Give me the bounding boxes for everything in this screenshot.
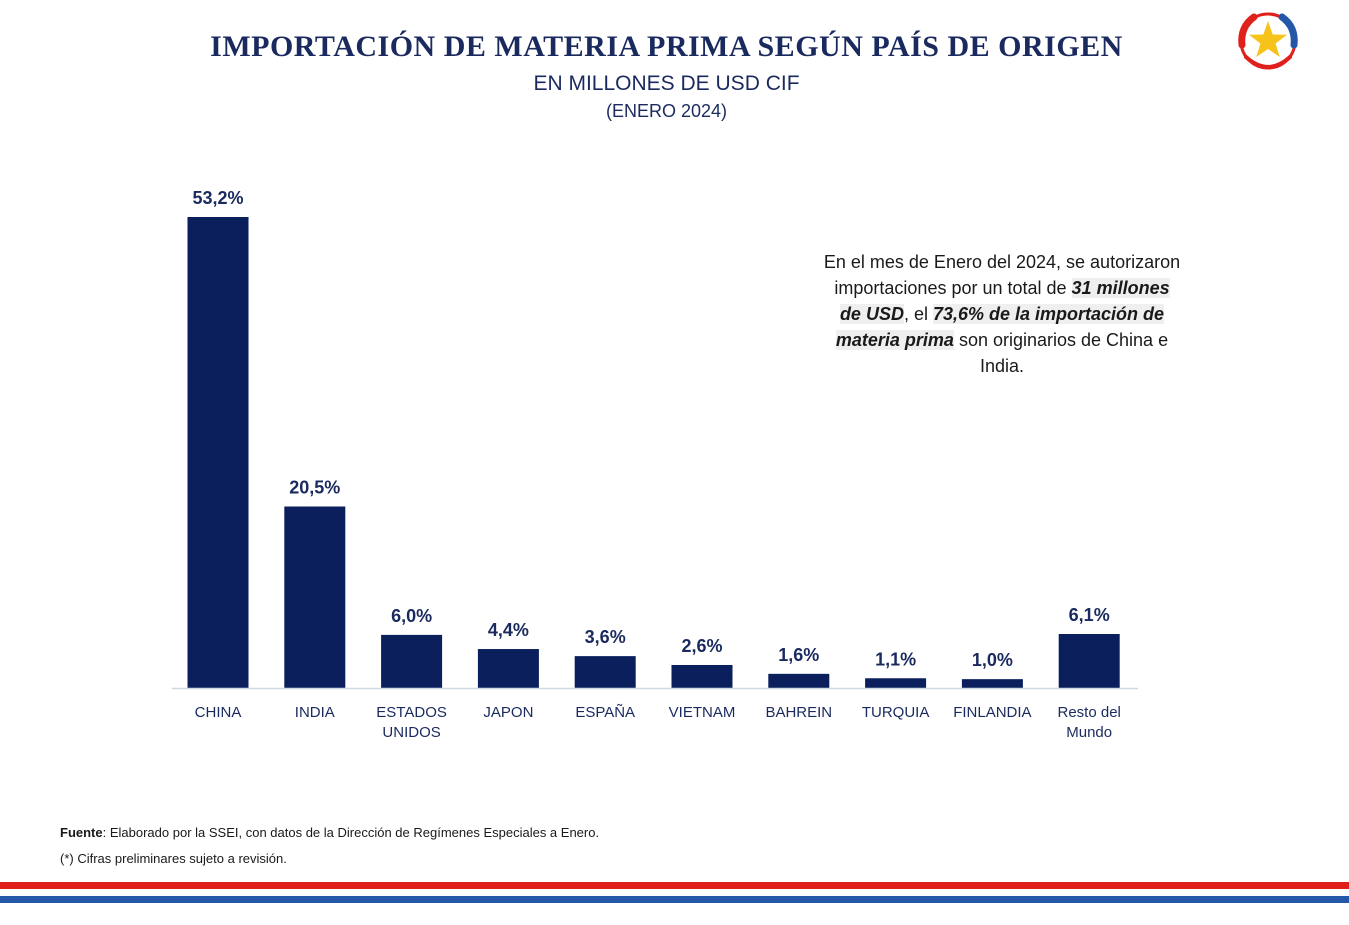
bar-vietnam [671, 664, 733, 688]
category-label: INDIA [295, 704, 335, 721]
bar-bahrein [768, 673, 830, 688]
category-label: CHINA [195, 704, 242, 721]
annotation-text-1: En el mes de Enero del 2024, se autoriza… [823, 252, 1181, 298]
category-label: VIETNAM [669, 704, 736, 721]
bar-resto-del-mundo [1058, 633, 1120, 688]
national-emblem-icon [1238, 12, 1298, 70]
value-label: 1,6% [778, 645, 819, 665]
source-label: Fuente [60, 825, 103, 840]
bars-group [187, 217, 1120, 688]
source-text: : Elaborado por la SSEI, con datos de la… [102, 825, 600, 840]
chart-subtitle: EN MILLONES DE USD CIF [533, 72, 800, 95]
value-label: 1,0% [972, 650, 1013, 670]
value-label: 2,6% [681, 636, 722, 656]
category-label: ESTADOS [376, 704, 447, 721]
bar-china [187, 217, 249, 688]
category-label: TURQUIA [862, 704, 930, 721]
category-label: ESPAÑA [575, 704, 635, 721]
bar-chart: 53,2% 20,5% 6,0% 4,4% 3,6% 2,6% 1,6% 1,1% 1,0% 6,… [172, 188, 1138, 741]
value-label: 3,6% [585, 627, 626, 647]
value-label: 20,5% [289, 478, 340, 498]
category-label: BAHREIN [765, 704, 832, 721]
bar-japon [477, 649, 539, 688]
bar-finlandia [961, 679, 1023, 688]
category-label: FINLANDIA [953, 704, 1031, 721]
summary-annotation: En el mes de Enero del 2024, se autoriza… [822, 249, 1182, 379]
annotation-text-3: son originarios de China e India. [953, 330, 1169, 376]
bar-turquia [865, 678, 927, 688]
category-label: JAPON [483, 704, 533, 721]
value-labels-group: 53,2% 20,5% 6,0% 4,4% 3,6% 2,6% 1,6% 1,1% 1,0% 6,… [192, 188, 1109, 670]
category-labels-group: CHINA INDIA ESTADOS UNIDOS JAPON ESPAÑA VIETNA… [195, 704, 1121, 741]
annotation-text-2: , el [903, 304, 933, 324]
chart-title: IMPORTACIÓN DE MATERIA PRIMA SEGÚN PAÍS … [210, 30, 1123, 63]
value-label: 53,2% [192, 188, 243, 208]
red-stripe [0, 882, 1349, 889]
bar-estados-unidos [381, 634, 443, 688]
preliminary-note: (*) Cifras preliminares sujeto a revisió… [60, 851, 287, 866]
bar-españa [574, 656, 636, 688]
value-label: 6,1% [1069, 605, 1110, 625]
value-label: 1,1% [875, 649, 916, 669]
category-label: UNIDOS [382, 724, 440, 741]
category-label: Mundo [1066, 724, 1112, 741]
source-note: Fuente: Elaborado por la SSEI, con datos… [60, 825, 599, 840]
bar-india [284, 506, 346, 688]
category-label: Resto del [1058, 704, 1121, 721]
value-label: 4,4% [488, 620, 529, 640]
blue-stripe [0, 896, 1349, 903]
chart-period: (ENERO 2024) [605, 101, 728, 121]
value-label: 6,0% [391, 606, 432, 626]
